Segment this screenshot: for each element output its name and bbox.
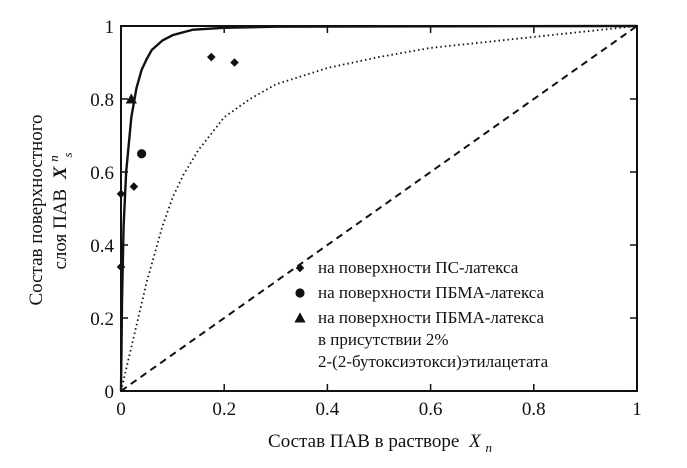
dotted-curve [120, 25, 638, 392]
legend-marker-diamond [295, 263, 305, 273]
y-tick-label: 0 [105, 382, 115, 403]
y-axis-title-subscript: s [60, 152, 75, 157]
legend-marker-triangle [294, 312, 306, 323]
diamond-data-point [230, 58, 239, 67]
legend-label: на поверхности ПС-латекса [318, 258, 519, 277]
x-tick-label: 0.6 [419, 399, 443, 420]
legend-label: в присутствии 2% [318, 330, 449, 349]
x-tick-label: 1 [632, 399, 642, 420]
legend-label: 2-(2-бутоксиэтокси)этилацетата [318, 352, 549, 371]
x-tick-label: 0.2 [212, 399, 236, 420]
x-axis-title-symbol: X [468, 431, 482, 452]
y-tick-label: 1 [105, 17, 115, 38]
legend: на поверхности ПС-латекса на поверхности … [294, 258, 549, 371]
y-axis-title: Состав поверхностного слоя ПАВ X n s [26, 114, 75, 305]
y-axis-title-line-1: Состав поверхностного [26, 114, 47, 305]
y-axis-title-superscript: n [46, 155, 61, 162]
legend-marker-circle [295, 288, 305, 298]
y-axis-title-symbol: X [50, 165, 71, 180]
diamond-data-point [116, 262, 126, 272]
x-axis-title-text: Состав ПАВ в растворе [268, 431, 459, 452]
x-tick-label: 0 [116, 399, 126, 420]
y-axis-title-line-2: слоя ПАВ [50, 189, 71, 270]
x-tick-label: 0.8 [522, 399, 546, 420]
x-axis-title-subscript: n [485, 440, 492, 455]
legend-label: на поверхности ПБМА-латекса [318, 308, 545, 327]
x-axis-title: Состав ПАВ в растворе X n [268, 431, 492, 455]
dashed-curve [120, 25, 638, 392]
y-tick-label: 0.2 [90, 309, 114, 330]
svg-text:слоя ПАВ X n: слоя ПАВ X n s [42, 150, 75, 269]
diamond-data-point [129, 182, 139, 191]
triangle-data-point [125, 93, 137, 104]
circle-data-point [137, 149, 147, 159]
svg-text:Состав поверхностного: Состав поверхностного [26, 114, 47, 305]
y-tick-label: 0.8 [90, 90, 114, 111]
y-tick-label: 0.4 [90, 236, 114, 257]
x-tick-label: 0.4 [316, 399, 340, 420]
diamond-data-point [116, 189, 126, 199]
legend-label: на поверхности ПБМА-латекса [318, 283, 545, 302]
y-tick-label: 0.6 [90, 163, 114, 184]
solid-curve [119, 24, 638, 392]
diamond-data-point [207, 52, 216, 62]
